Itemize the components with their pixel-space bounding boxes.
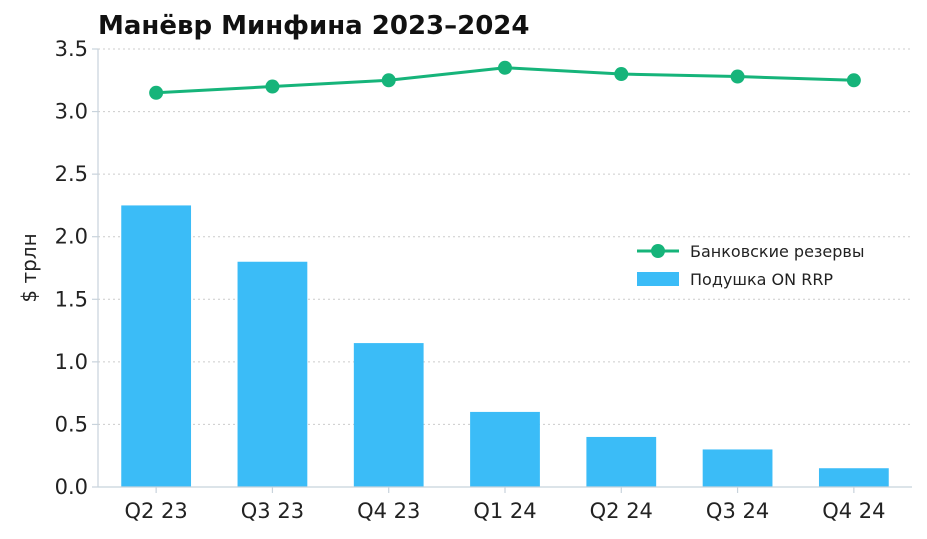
data-point [614, 67, 629, 82]
data-point [381, 73, 396, 88]
bar [237, 261, 308, 487]
x-tick-label: Q4 24 [822, 499, 885, 523]
data-point [265, 79, 280, 94]
x-tick-label: Q3 24 [706, 499, 769, 523]
x-tick-label: Q3 23 [241, 499, 304, 523]
data-point [149, 85, 164, 100]
legend: Банковские резервы Подушка ON RRP [637, 242, 864, 289]
legend-bar-swatch [637, 272, 679, 286]
x-tick-label: Q2 23 [124, 499, 187, 523]
bar-series [121, 205, 889, 487]
y-tick-label: 0.5 [55, 412, 88, 436]
y-tick-label: 0.0 [55, 475, 88, 499]
y-tick-label: 3.0 [55, 100, 88, 124]
y-tick-label: 1.5 [55, 287, 88, 311]
data-point [498, 60, 512, 75]
grid [98, 48, 912, 425]
legend-marker [651, 244, 665, 258]
legend-label: Банковские резервы [690, 242, 864, 261]
y-tick-label: 2.5 [55, 162, 88, 186]
bar [702, 449, 773, 487]
y-tick-label: 1.0 [55, 350, 88, 374]
bar [586, 436, 657, 487]
x-tick-label: Q2 24 [590, 499, 653, 523]
x-tick-label: Q4 23 [357, 499, 420, 523]
y-tick-label: 2.0 [55, 225, 88, 249]
y-axis-title: $ трлн [17, 233, 41, 302]
line-series [149, 60, 861, 100]
axes: 0.0 0.5 1.0 1.5 2.0 2.5 3.0 3.5 Q2 23 Q3 23 Q4 23 Q… [55, 37, 912, 523]
bar [470, 411, 540, 487]
data-point [730, 69, 745, 84]
bar [353, 343, 424, 487]
bar [818, 468, 889, 487]
y-tick-label: 3.5 [55, 37, 88, 61]
bar [121, 205, 192, 487]
x-tick-label: Q1 24 [473, 499, 536, 523]
data-point [846, 73, 861, 88]
chart-title: Манёвр Минфина 2023–2024 [98, 11, 530, 41]
legend-label: Подушка ON RRP [690, 270, 833, 289]
